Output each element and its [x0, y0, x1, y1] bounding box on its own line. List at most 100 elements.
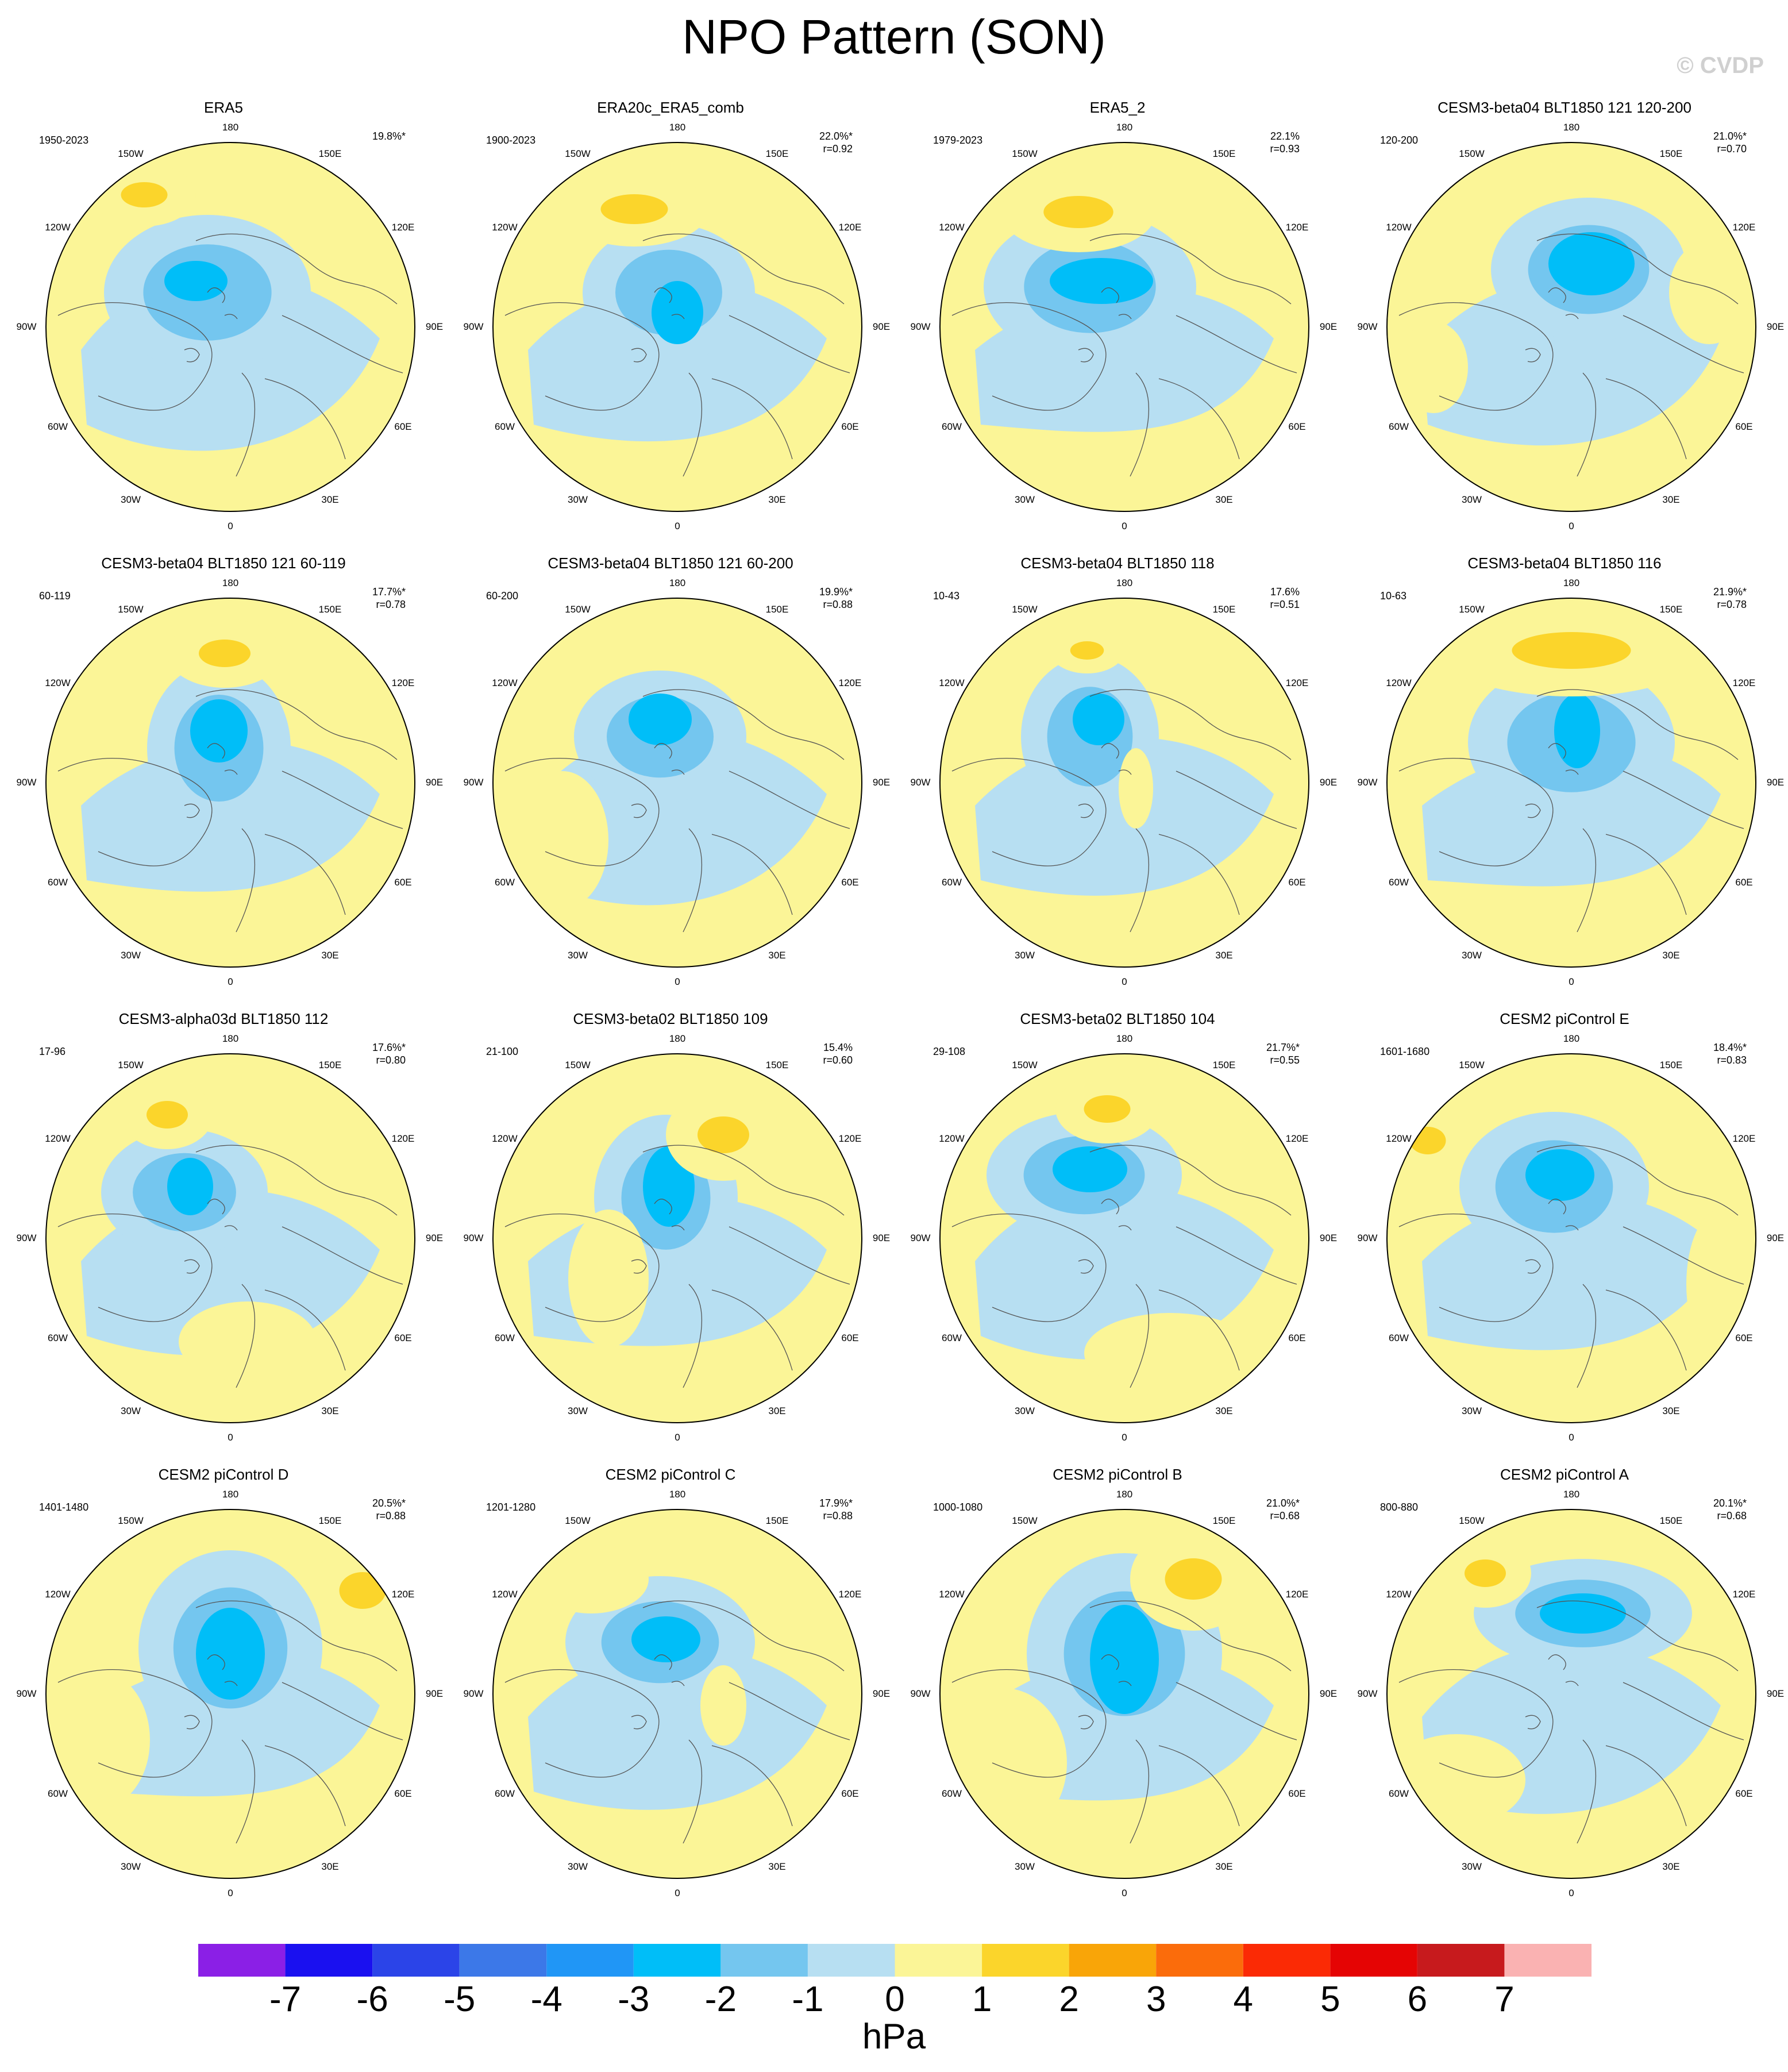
colorbar-tick-label: -6 [356, 1979, 388, 2019]
longitude-label: 180 [669, 1489, 686, 1500]
longitude-label: 60E [1735, 1332, 1753, 1343]
longitude-label: 30W [1015, 494, 1035, 505]
longitude-label: 0 [675, 1432, 680, 1443]
longitude-label: 120E [391, 1588, 415, 1600]
colorbar-tick-label: -7 [269, 1979, 302, 2019]
longitude-label: 120W [492, 221, 518, 233]
longitude-label: 120E [838, 221, 862, 233]
map-panel: CESM3-beta04 BLT1850 118 10-43 17.6% r=0.51… [894, 553, 1341, 1008]
variance-explained: 21.9%* [1713, 586, 1747, 598]
longitude-label: 120W [1386, 1588, 1412, 1600]
panel-title: CESM2 piControl D [158, 1466, 289, 1483]
coastline [951, 1214, 1107, 1322]
longitude-label: 150W [118, 1060, 144, 1071]
longitude-label: 60E [1288, 421, 1306, 432]
pattern-correlation: r=0.83 [1717, 1054, 1747, 1066]
polar-stereographic-map [939, 1053, 1309, 1423]
longitude-label: 150W [1459, 1515, 1485, 1527]
longitude-label: 90W [910, 321, 931, 332]
map-panel: CESM3-alpha03d BLT1850 112 17-96 17.6%* r=0… [0, 1009, 447, 1464]
variance-explained: 20.5%* [372, 1497, 406, 1509]
map-panel: CESM2 piControl D 1401-1480 20.5%* r=0.88 18… [0, 1465, 447, 1920]
positive-anomaly-region [941, 1688, 1067, 1838]
coastline [1176, 315, 1297, 373]
map-panel: ERA5_2 1979-2023 22.1% r=0.93 180 150E 120E 90E… [894, 98, 1341, 553]
map-border [45, 598, 415, 968]
longitude-label: 150W [565, 604, 591, 615]
longitude-label: 30E [768, 1405, 786, 1416]
longitude-label: 120W [1386, 677, 1412, 688]
coastline [1078, 1654, 1132, 1730]
colorbar-tick-label: 0 [885, 1979, 905, 2019]
coastline [1398, 1669, 1554, 1778]
longitude-label: 120E [1732, 1588, 1756, 1600]
positive-anomaly-region [568, 1210, 649, 1347]
longitude-label: 0 [228, 976, 233, 987]
longitude-label: 120E [838, 677, 862, 688]
panel-title: CESM2 piControl B [1053, 1466, 1182, 1483]
negative-anomaly-core [652, 281, 703, 344]
longitude-label: 0 [675, 976, 680, 987]
longitude-label: 150E [1659, 148, 1683, 160]
coastline [1089, 233, 1292, 305]
longitude-label: 90W [910, 1688, 931, 1699]
polar-stereographic-map [45, 1509, 415, 1879]
positive-anomaly-core [1070, 641, 1104, 660]
map-panel: CESM3-beta04 BLT1850 121 60-119 60-119 17.… [0, 553, 447, 1008]
longitude-label: 60W [495, 1332, 515, 1343]
longitude-label: 60E [394, 876, 412, 888]
map-panel: CESM2 piControl C 1201-1280 17.9%* r=0.88 18… [447, 1465, 894, 1920]
negative-anomaly-core [629, 694, 692, 745]
map-panel: CESM3-beta04 BLT1850 116 10-63 21.9%* r=0.7… [1341, 553, 1788, 1008]
coastline [642, 1600, 845, 1672]
longitude-label: 180 [222, 577, 239, 588]
panel-statistics: 21.0%* r=0.68 [1266, 1497, 1300, 1522]
coastline [642, 233, 845, 305]
longitude-label: 120W [939, 221, 965, 233]
panel-statistics: 22.0%* r=0.92 [819, 130, 853, 155]
longitude-label: 120E [391, 221, 415, 233]
polar-stereographic-map [1386, 142, 1756, 512]
map-border [939, 142, 1309, 512]
map-panel: CESM3-beta02 BLT1850 104 29-108 21.7%* r=0.… [894, 1009, 1341, 1464]
coastline [1525, 1654, 1579, 1730]
positive-anomaly-core [199, 640, 251, 667]
longitude-label: 90E [425, 777, 444, 788]
negative-anomaly-core [1073, 694, 1124, 745]
negative-anomaly-core [1548, 232, 1635, 295]
colorbar-swatch [807, 1944, 895, 1977]
positive-anomaly-core [147, 1101, 188, 1129]
watermark: © CVDP [1677, 53, 1764, 78]
longitude-label: 0 [1122, 1432, 1127, 1443]
longitude-label: 60W [495, 421, 515, 432]
panel-title: ERA5_2 [1089, 99, 1146, 116]
map-border [939, 1509, 1309, 1879]
coastline [195, 689, 398, 760]
longitude-label: 30E [768, 1861, 786, 1872]
longitude-label: 150W [1459, 604, 1485, 615]
longitude-label: 30W [568, 1861, 588, 1872]
longitude-label: 90W [1357, 777, 1378, 788]
longitude-label: 30E [321, 949, 339, 961]
coastline [1089, 1600, 1292, 1672]
longitude-label: 150E [318, 604, 342, 615]
colorbar-swatch [546, 1944, 634, 1977]
coastline [1577, 372, 1687, 477]
panel-period: 120-200 [1380, 134, 1419, 146]
map-border [939, 598, 1309, 968]
variance-explained: 17.6%* [372, 1042, 406, 1053]
positive-anomaly-core [698, 1116, 749, 1153]
colorbar-swatch [1156, 1944, 1243, 1977]
coastline [1130, 828, 1240, 933]
longitude-label: 120E [1285, 677, 1309, 688]
negative-anomaly-core [1540, 1593, 1626, 1634]
colorbar-swatch [372, 1944, 460, 1977]
pattern-correlation: r=0.88 [823, 1510, 853, 1522]
positive-anomaly-core [1512, 632, 1631, 669]
longitude-label: 30W [568, 949, 588, 961]
longitude-label: 120W [45, 1133, 71, 1144]
coastline [236, 1284, 346, 1388]
map-panel: CESM3-beta04 BLT1850 121 120-200 120-200 2… [1341, 98, 1788, 553]
colorbar-tick-label: 4 [1233, 1979, 1253, 2019]
longitude-label: 30E [1215, 1861, 1233, 1872]
